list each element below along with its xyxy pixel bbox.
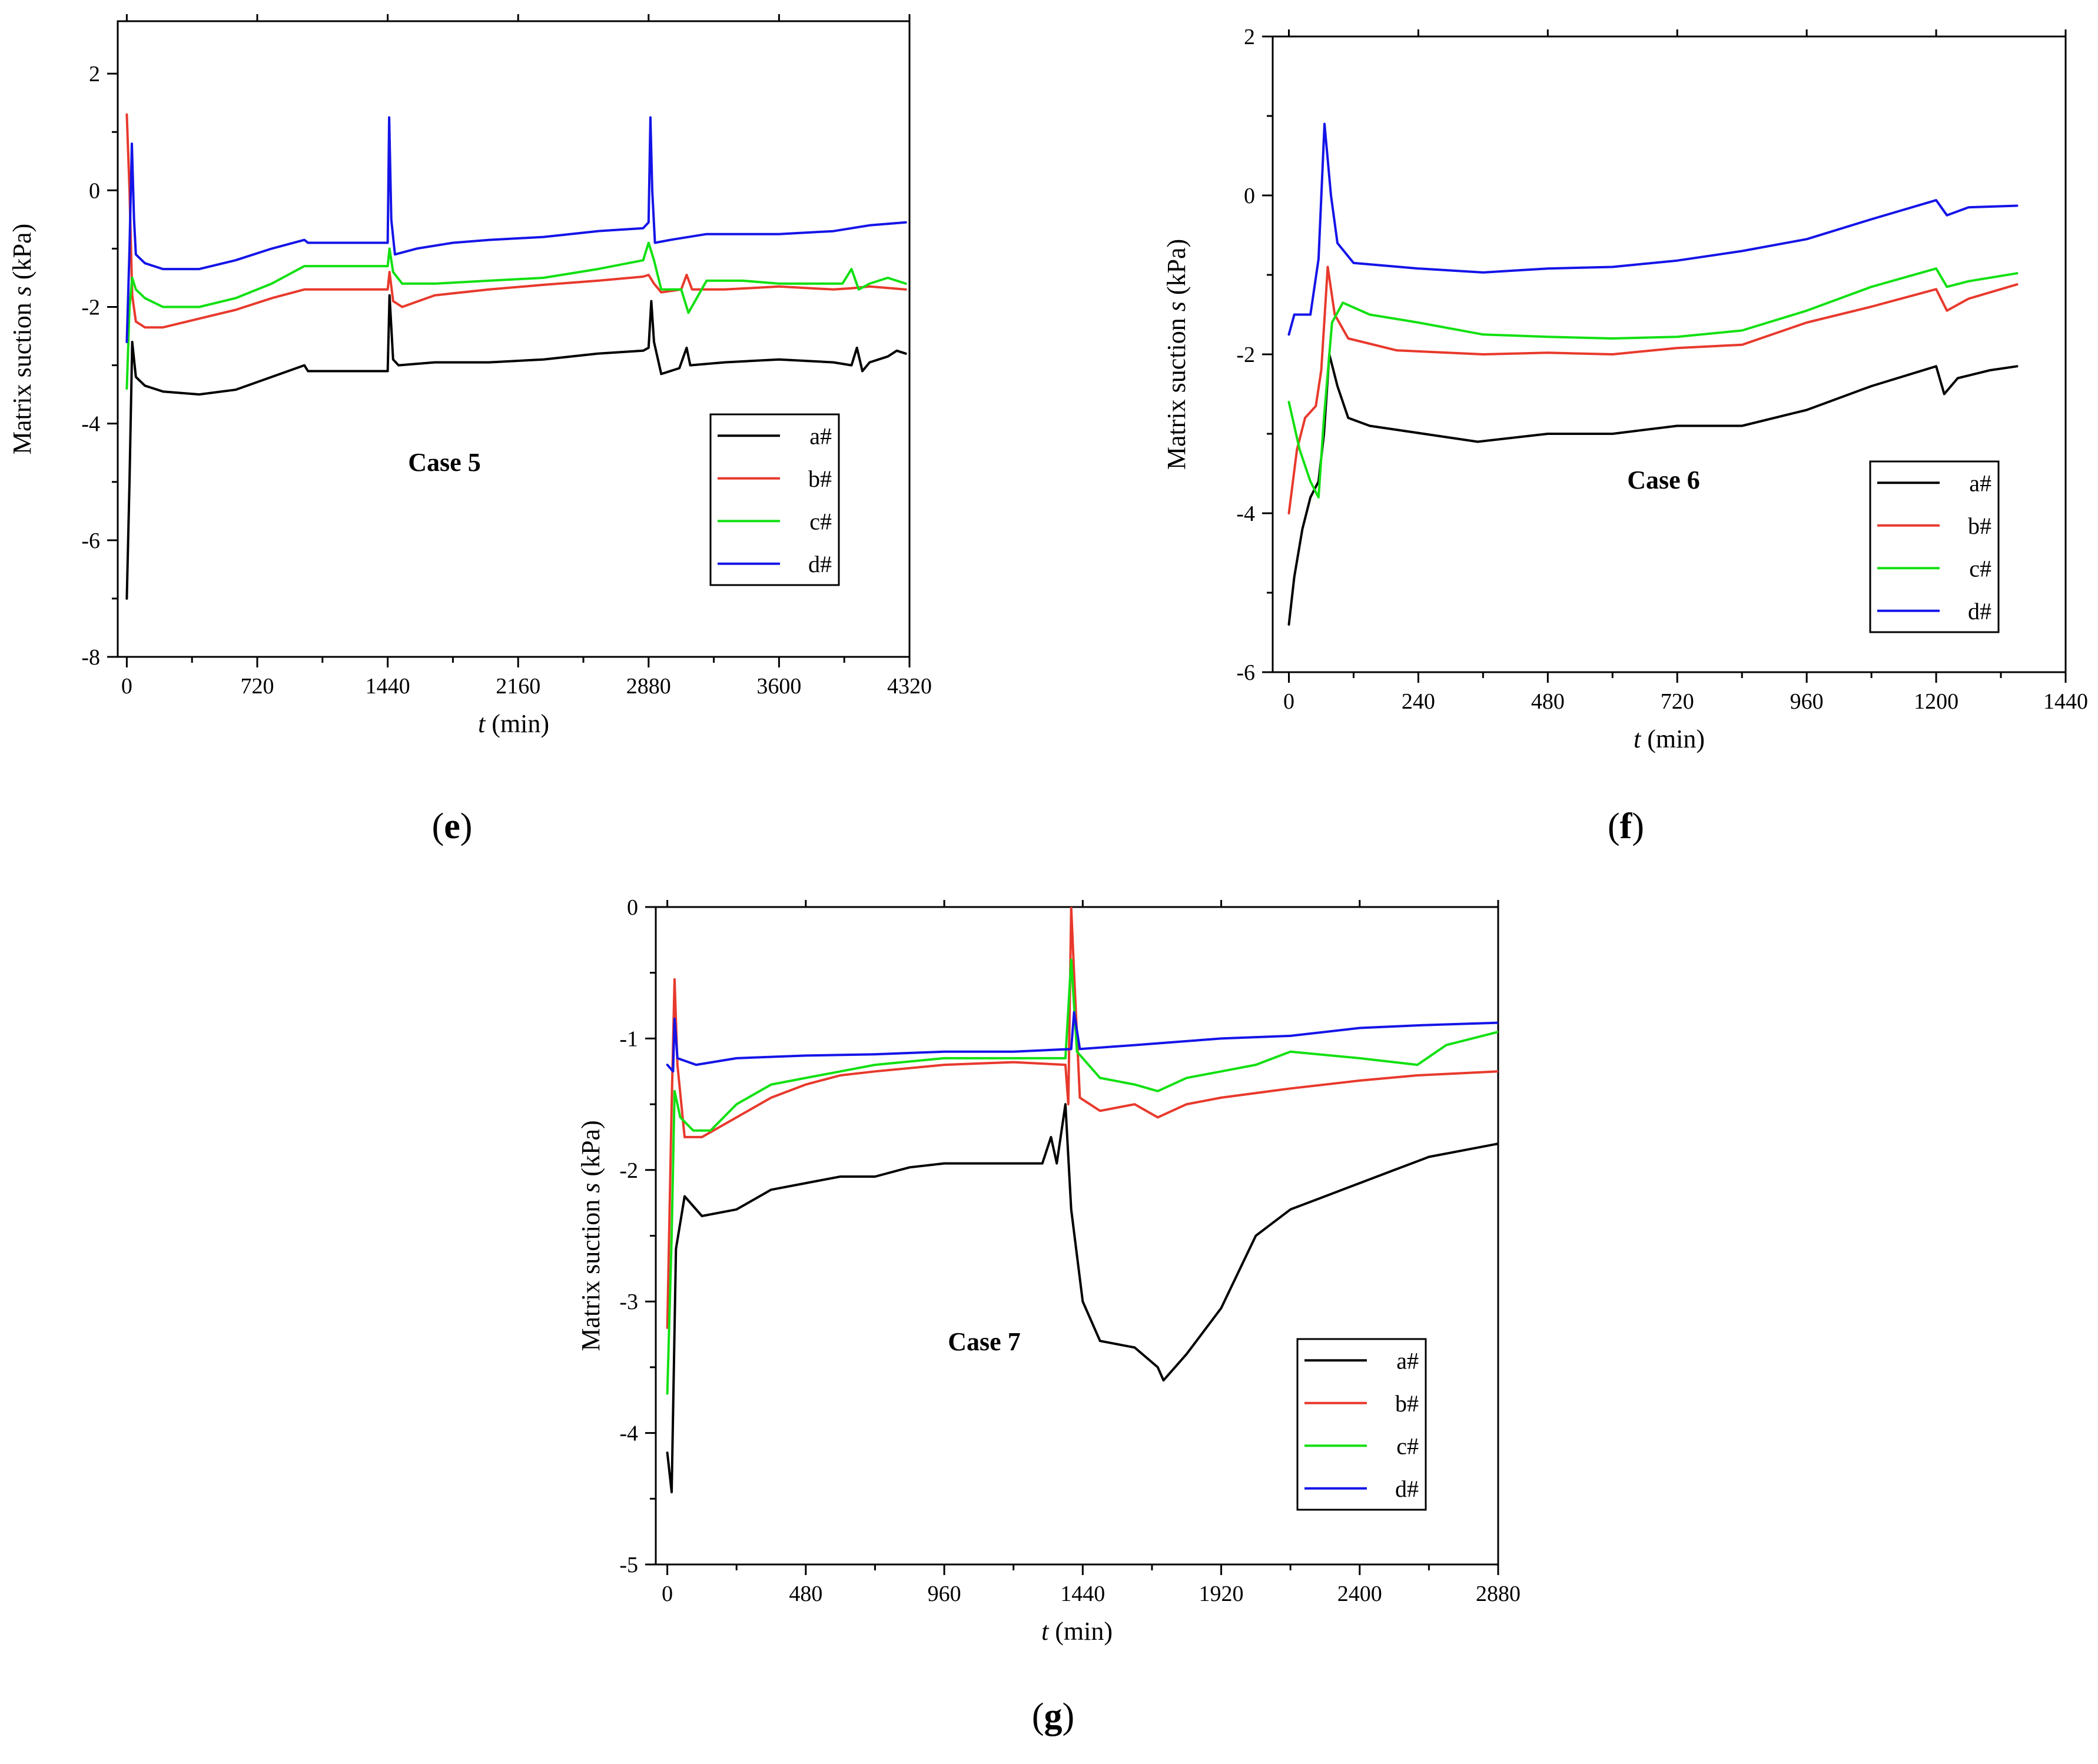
y-tick-label: -6 [1236,660,1255,685]
x-tick-label: 1440 [366,674,410,699]
x-tick-label: 1920 [1199,1582,1244,1606]
y-tick-label: 0 [89,178,100,203]
x-tick-label: 240 [1402,689,1435,714]
series-line-c [666,958,1498,1395]
series-line-a [1287,353,2019,626]
legend-label: c# [809,508,832,534]
x-tick-label: 0 [662,1582,673,1606]
x-tick-label: 1200 [1914,689,1958,714]
series-line-b [666,907,1498,1329]
y-tick-label: -2 [1236,343,1255,367]
y-tick-label: -1 [619,1026,638,1051]
legend-label: d# [1968,598,1991,624]
x-tick-label: 4320 [887,674,932,699]
case-annotation: Case 7 [948,1327,1020,1356]
series-line-b [1287,265,2019,514]
y-tick-label: -5 [619,1553,638,1577]
y-tick-label: -2 [81,295,100,320]
plot-frame [117,20,911,658]
x-tick-label: 1440 [1060,1582,1105,1606]
panel-label: (f) [1608,806,1644,846]
x-tick-label: 3600 [756,674,801,699]
legend-label: a# [809,423,832,449]
legend: a# b# c# d# [1296,1338,1427,1511]
y-tick-label: 0 [1244,184,1255,208]
case-annotation: Case 6 [1627,466,1699,494]
case-annotation: Case 5 [408,448,480,477]
legend-label: a# [1396,1347,1419,1374]
x-tick-label: 480 [789,1582,822,1606]
series-line-c [125,241,907,390]
x-tick-label: 2880 [1476,1582,1521,1606]
y-axis-title: Matrix suction s (kPa) [576,1120,605,1351]
legend-box [1296,1338,1427,1511]
y-tick-label: -6 [81,529,100,553]
legend: a# b# c# d# [709,413,840,586]
y-tick-label: -4 [1236,501,1255,526]
x-tick-label: 2160 [496,674,540,699]
series-group [666,907,1498,1494]
y-tick-label: 2 [89,62,100,87]
y-axis-title: Matrix suction s (kPa) [8,224,36,454]
legend-box [1869,460,2000,633]
legend-label: b# [1395,1390,1419,1417]
x-tick-label: 960 [1790,689,1824,714]
series-line-a [666,1103,1498,1494]
x-tick-label: 2880 [626,674,671,699]
series-line-d [125,116,907,343]
series-line-d [1287,122,2019,336]
x-tick-label: 0 [1283,689,1294,714]
chart-panel-f: 0 240 480 720 960 1200 1440 -6 -4 -2 0 2 t (min) Matr… [1162,25,2088,753]
x-tick-label: 1440 [2043,689,2088,714]
x-tick-label: 720 [1661,689,1694,714]
series-group [125,113,907,600]
y-tick-label: 0 [627,895,638,920]
x-tick-label: 2400 [1337,1582,1382,1606]
legend-label: b# [1968,513,1991,539]
y-tick-label: -8 [81,645,100,670]
legend-label: c# [1396,1433,1419,1459]
legend-label: a# [1969,470,1991,496]
x-axis-title: t (min) [1634,725,1705,753]
y-tick-label: -2 [619,1158,638,1183]
chart-panel-e: 0 720 1440 2160 2880 3600 4320 -8 -6 -4 -2 0 2 t (min… [8,14,932,738]
series-line-a [125,294,907,600]
panel-label: (g) [1032,1696,1074,1736]
series-line-c [1287,267,2019,499]
y-tick-label: -3 [619,1290,638,1314]
legend-label: d# [1395,1476,1419,1502]
x-tick-label: 0 [121,674,132,699]
legend-box [709,413,840,586]
y-tick-label: -4 [81,412,100,437]
x-axis-title: t (min) [1041,1617,1113,1646]
panel-label: (e) [432,806,473,846]
chart-panel-g: 0 480 960 1440 1920 2400 2880 -5 -4 -3 -2 -1 0 t (min… [576,895,1521,1646]
x-tick-label: 960 [928,1582,961,1606]
y-axis-title: Matrix suction s (kPa) [1162,239,1191,470]
legend: a# b# c# d# [1869,460,2000,633]
series-line-d [666,1011,1498,1073]
legend-label: b# [808,466,832,492]
legend-label: d# [808,551,832,577]
y-tick-label: 2 [1244,25,1255,49]
legend-label: c# [1969,555,1991,582]
y-tick-label: -4 [619,1421,638,1446]
x-tick-label: 480 [1531,689,1565,714]
x-axis-title: t (min) [478,709,549,738]
x-tick-label: 720 [240,674,274,699]
series-line-b [125,113,907,329]
series-group [1287,122,2019,626]
